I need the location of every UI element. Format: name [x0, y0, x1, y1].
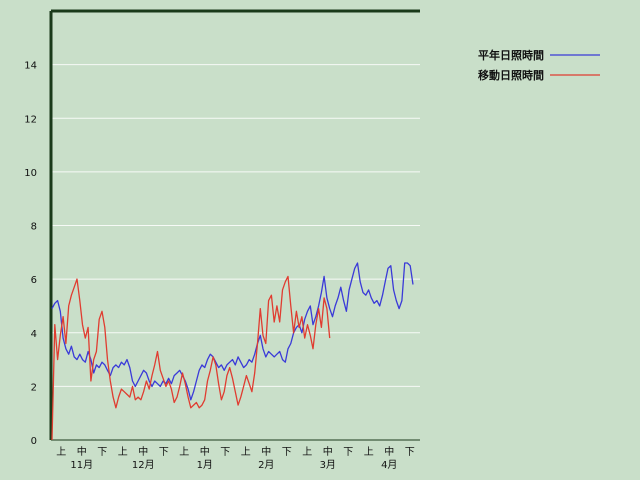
- x-period-label: 下: [405, 447, 415, 458]
- y-tick-label: 4: [31, 329, 37, 340]
- x-period-label: 上: [56, 446, 66, 458]
- x-month-label: 11月: [70, 459, 93, 471]
- legend-label: 平年日照時間: [478, 48, 544, 62]
- x-period-label: 中: [384, 445, 394, 458]
- x-period-label: 上: [179, 446, 189, 458]
- x-month-label: 3月: [320, 459, 336, 471]
- x-period-label: 上: [241, 446, 251, 458]
- x-period-label: 上: [118, 446, 128, 458]
- y-tick-label: 12: [24, 114, 37, 125]
- x-month-label: 12月: [132, 459, 155, 471]
- series-line: [51, 262, 414, 401]
- x-month-label: 1月: [197, 459, 213, 471]
- y-tick-label: 10: [24, 168, 37, 179]
- x-period-label: 下: [159, 447, 169, 458]
- x-period-label: 中: [77, 445, 87, 458]
- x-period-label: 中: [138, 445, 148, 458]
- x-period-label: 中: [323, 445, 333, 458]
- y-tick-label: 14: [24, 61, 37, 72]
- x-period-label: 下: [343, 447, 353, 458]
- legend-label: 移動日照時間: [478, 68, 544, 82]
- x-period-label: 中: [200, 445, 210, 458]
- x-period-label: 上: [364, 446, 374, 458]
- x-period-label: 中: [261, 445, 271, 458]
- x-period-label: 下: [97, 447, 107, 458]
- x-period-label: 下: [220, 447, 230, 458]
- y-tick-label: 0: [31, 436, 37, 447]
- y-tick-label: 8: [31, 222, 37, 233]
- x-month-label: 2月: [258, 459, 274, 471]
- series-line: [51, 275, 331, 441]
- x-month-label: 4月: [381, 459, 397, 471]
- y-tick-label: 2: [31, 382, 37, 393]
- x-period-label: 下: [282, 447, 292, 458]
- x-period-label: 上: [302, 446, 312, 458]
- y-tick-label: 6: [31, 275, 37, 286]
